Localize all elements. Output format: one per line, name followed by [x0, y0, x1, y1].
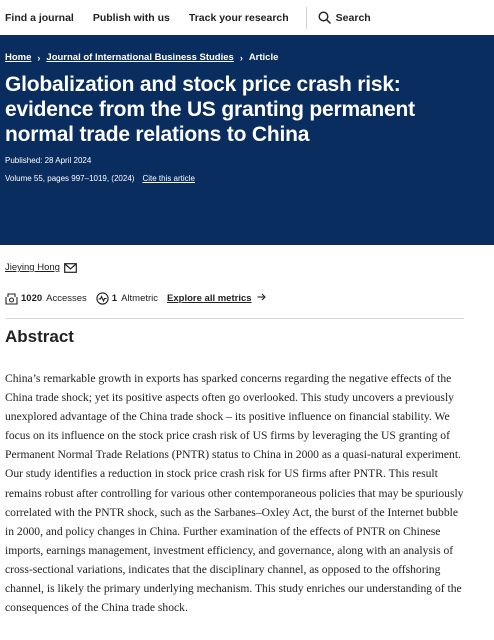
altmetric-metric: 1 Altmetric: [96, 292, 158, 305]
nav-track-research[interactable]: Track your research: [188, 11, 289, 24]
breadcrumb: Home › Journal of International Business…: [5, 52, 489, 63]
breadcrumb-chevron-icon: ›: [239, 52, 243, 63]
accesses-metric: 1020 Accesses: [5, 292, 87, 305]
article-header: Home › Journal of International Business…: [0, 35, 494, 245]
altmetric-count: 1: [111, 293, 118, 304]
search-icon: [318, 11, 331, 24]
explore-metrics-label: Explore all metrics: [167, 293, 252, 304]
article-title: Globalization and stock price crash risk…: [5, 73, 415, 146]
article-metrics: 1020 Accesses 1 Altmetric Explore all me…: [5, 292, 266, 305]
volume-info: Volume 55, pages 997–1019, (2024) Cite t…: [5, 174, 489, 183]
published-date: Published: 28 April 2024: [5, 156, 92, 165]
search-button[interactable]: Search: [318, 11, 371, 24]
cite-article-link[interactable]: Cite this article: [142, 174, 195, 183]
top-navigation: Find a journal Publish with us Track you…: [0, 0, 494, 35]
section-divider: [5, 318, 464, 319]
altmetric-icon: [96, 292, 109, 305]
explore-metrics-link[interactable]: Explore all metrics: [167, 293, 266, 304]
author-list: Jieying Hong: [5, 262, 77, 273]
abstract-heading: Abstract: [5, 327, 74, 346]
abstract-text: China’s remarkable growth in exports has…: [5, 372, 464, 615]
breadcrumb-home[interactable]: Home: [5, 52, 32, 63]
breadcrumb-chevron-icon: ›: [37, 52, 41, 63]
mail-icon[interactable]: [64, 262, 77, 273]
breadcrumb-article: Article: [248, 52, 279, 63]
search-label: Search: [335, 11, 371, 24]
arrow-right-icon: [257, 293, 266, 304]
nav-publish[interactable]: Publish with us: [92, 11, 170, 24]
accesses-label: Accesses: [46, 293, 87, 304]
accesses-icon: [5, 292, 18, 305]
nav-divider: [305, 6, 307, 29]
nav-find-journal[interactable]: Find a journal: [5, 11, 74, 24]
author-link[interactable]: Jieying Hong: [5, 262, 60, 273]
volume-pages: Volume 55, pages 997–1019, (2024): [5, 174, 135, 183]
accesses-count: 1020: [21, 293, 43, 304]
altmetric-label: Altmetric: [121, 293, 159, 304]
breadcrumb-journal[interactable]: Journal of International Business Studie…: [46, 52, 234, 63]
